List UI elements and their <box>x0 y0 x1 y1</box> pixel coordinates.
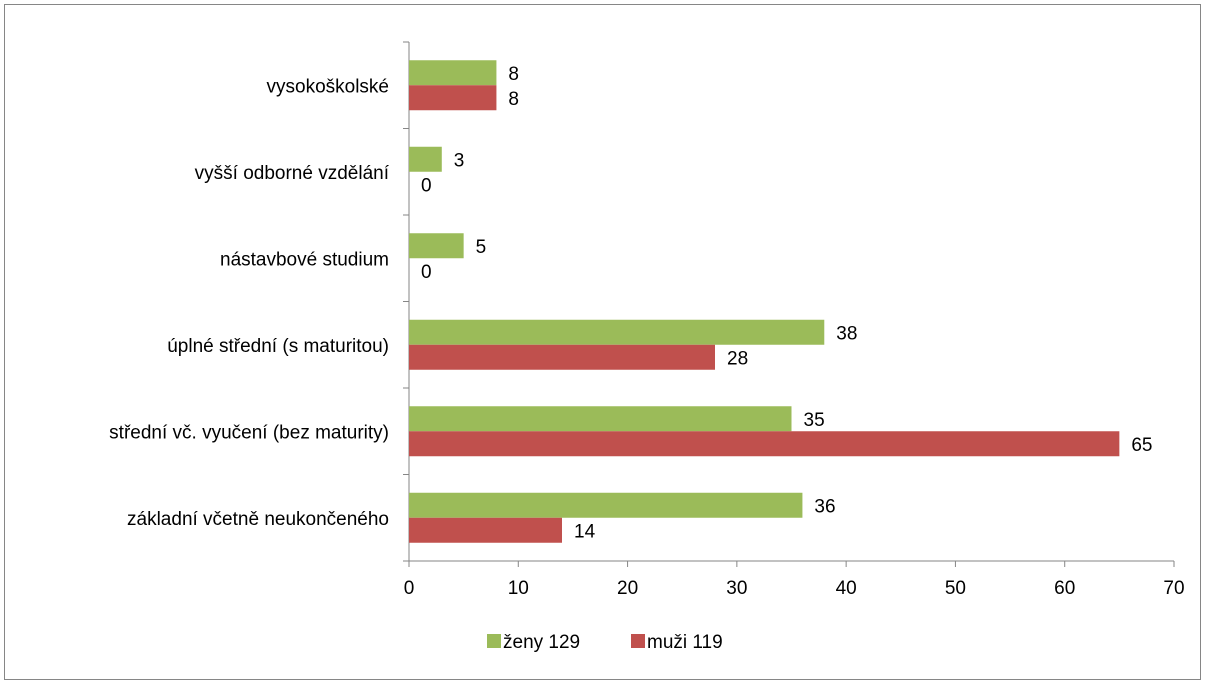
x-tick-label: 10 <box>508 578 529 599</box>
bar-zeny <box>409 60 497 86</box>
data-label: 0 <box>421 262 432 283</box>
bar-zeny <box>409 146 442 172</box>
data-label: 28 <box>727 348 748 369</box>
category-label: střední vč. vyučení (bez maturity) <box>109 422 389 443</box>
x-tick-label: 20 <box>617 578 638 599</box>
data-label: 5 <box>476 237 487 258</box>
legend-zeny-swatch <box>487 634 501 648</box>
bar-zeny <box>409 492 803 518</box>
category-label: úplné střední (s maturitou) <box>167 336 389 357</box>
data-label: 8 <box>508 89 519 110</box>
x-tick-label: 40 <box>836 578 857 599</box>
bar-muzi <box>409 344 715 370</box>
category-label: vysokoškolské <box>267 76 390 97</box>
chart-container: 0 10 20 30 40 50 60 70 základní včetně neukončen… <box>4 4 1201 680</box>
x-tick-label: 60 <box>1054 578 1075 599</box>
bar-muzi <box>409 431 1120 457</box>
data-label: 65 <box>1131 435 1152 456</box>
data-label: 38 <box>836 323 857 344</box>
x-tick-label: 50 <box>945 578 966 599</box>
data-label: 14 <box>574 521 596 542</box>
category-label: základní včetně neukončeného <box>127 509 389 530</box>
x-tick-label: 30 <box>726 578 747 599</box>
bar-muzi <box>409 517 562 543</box>
bar-zeny <box>409 406 792 432</box>
category-label: vyšší odborné vzdělání <box>195 163 390 184</box>
legend-zeny-label: ženy 129 <box>503 632 580 653</box>
bar-zeny <box>409 233 464 259</box>
x-tick-label: 0 <box>404 578 415 599</box>
data-label: 0 <box>421 175 432 196</box>
x-tick-label: 70 <box>1163 578 1184 599</box>
data-label: 36 <box>814 496 835 517</box>
legend-muzi-swatch <box>631 634 645 648</box>
data-label: 8 <box>508 64 519 85</box>
data-label: 3 <box>454 150 465 171</box>
bar-zeny <box>409 319 825 345</box>
bar-muzi <box>409 85 497 111</box>
legend-muzi-label: muži 119 <box>647 632 723 653</box>
category-label: nástavbové studium <box>220 249 389 270</box>
data-label: 35 <box>804 410 825 431</box>
